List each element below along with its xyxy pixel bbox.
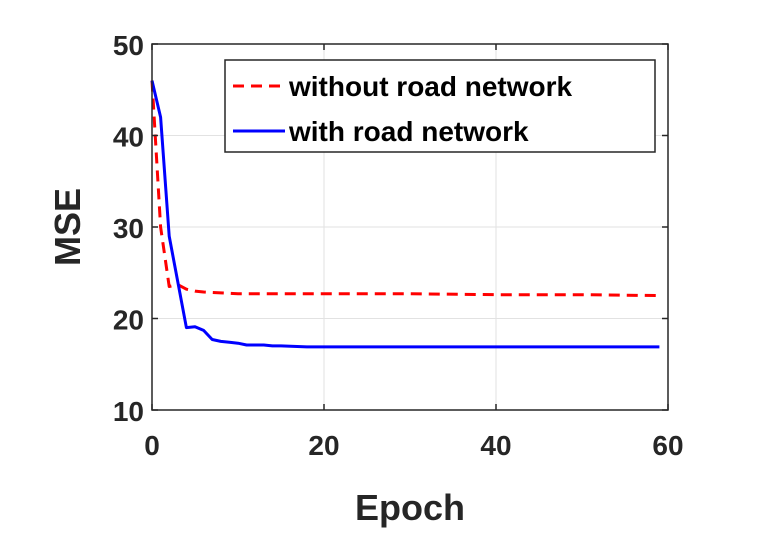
legend-label: without road network (288, 71, 573, 102)
y-tick-label: 20 (113, 305, 144, 336)
legend: without road network with road network (224, 59, 656, 153)
y-tick-label: 50 (113, 30, 144, 61)
series-lines (150, 80, 660, 349)
legend-label: with road network (288, 116, 529, 147)
x-tick-label: 20 (308, 430, 339, 461)
legend-box (224, 59, 656, 153)
y-tick-label: 10 (113, 396, 144, 427)
series-line-without-road-network (150, 80, 660, 298)
y-axis-label: MSE (47, 188, 88, 266)
x-axis-label: Epoch (355, 487, 465, 528)
y-tick-label: 30 (113, 213, 144, 244)
x-tick-label: 60 (652, 430, 683, 461)
series-line-with-road-network (150, 80, 660, 349)
x-tick-label: 40 (480, 430, 511, 461)
x-tick-label: 0 (144, 430, 160, 461)
y-tick-label: 40 (113, 122, 144, 153)
axis-ticks: 0 20 40 60 10 20 30 40 50 (113, 30, 684, 461)
